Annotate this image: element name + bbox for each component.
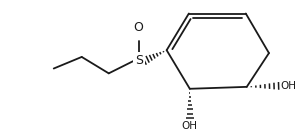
- Text: S: S: [135, 54, 143, 67]
- Text: O: O: [134, 21, 144, 34]
- Text: OH: OH: [182, 121, 198, 131]
- Text: OH: OH: [280, 81, 297, 91]
